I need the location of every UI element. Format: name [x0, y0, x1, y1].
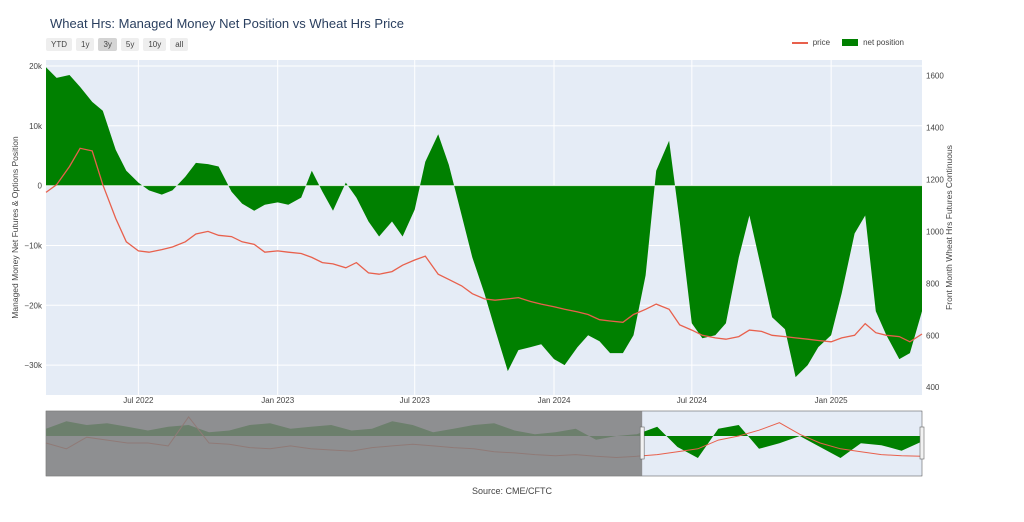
range-button-5y[interactable]: 5y: [120, 38, 140, 51]
range-button-ytd[interactable]: YTD: [46, 38, 72, 51]
y-tick-right-label: 800: [926, 279, 940, 288]
legend-label-net-position: net position: [863, 38, 904, 47]
range-button-10y[interactable]: 10y: [143, 38, 167, 51]
range-slider[interactable]: [45, 410, 925, 477]
range-button-all[interactable]: all: [170, 38, 189, 51]
y-tick-right-label: 1000: [926, 227, 944, 236]
net-position-swatch: [842, 39, 859, 46]
x-tick-label: Jan 2025: [815, 396, 848, 405]
x-tick-label: Jan 2023: [261, 396, 294, 405]
net-position-area: [46, 67, 922, 378]
range-button-1y[interactable]: 1y: [76, 38, 95, 51]
legend-label-price: price: [812, 38, 831, 47]
y-tick-right-label: 1200: [926, 175, 944, 184]
source-note: Source: CME/CFTC: [471, 486, 552, 496]
x-tick-label: Jan 2024: [538, 396, 571, 405]
x-tick-label: Jul 2022: [123, 396, 154, 405]
range-slider-handle-right[interactable]: [919, 426, 925, 460]
main-chart[interactable]: 20k 10k 0 −10k −20k −30k 1600 1400 1200 1000 800 60…: [0, 0, 1024, 480]
price-swatch: [791, 41, 808, 44]
y-tick-right-label: 600: [926, 331, 940, 340]
y-tick-left-label: −10k: [24, 241, 43, 250]
y-tick-right-label: 400: [926, 383, 940, 392]
range-slider-handle-left[interactable]: [639, 426, 645, 460]
legend-item-net-position[interactable]: net position: [842, 38, 904, 47]
range-selector: YTD 1y 3y 5y 10y all: [46, 38, 189, 51]
y-axis-right-title: Front Month Wheat Hrs Futures Continuous: [944, 145, 954, 310]
y-tick-left-label: 0: [38, 182, 43, 191]
chart-title: Wheat Hrs: Managed Money Net Position vs…: [50, 16, 405, 31]
y-tick-left-label: −20k: [24, 301, 43, 310]
y-tick-left-label: 20k: [29, 62, 43, 71]
x-tick-label: Jul 2023: [400, 396, 431, 405]
price-line: [45, 147, 923, 343]
x-tick-label: Jul 2024: [677, 396, 708, 405]
y-tick-left-label: −30k: [24, 361, 43, 370]
legend-item-price[interactable]: price: [791, 38, 831, 47]
range-button-3y[interactable]: 3y: [98, 38, 117, 51]
legend: price net position: [791, 38, 904, 47]
y-tick-left-label: 10k: [29, 122, 43, 131]
y-axis-left-title: Managed Money Net Futures & Options Posi…: [10, 136, 20, 319]
y-tick-right-label: 1600: [926, 72, 944, 81]
range-slider-mask: [46, 411, 643, 476]
y-tick-right-label: 1400: [926, 124, 944, 133]
